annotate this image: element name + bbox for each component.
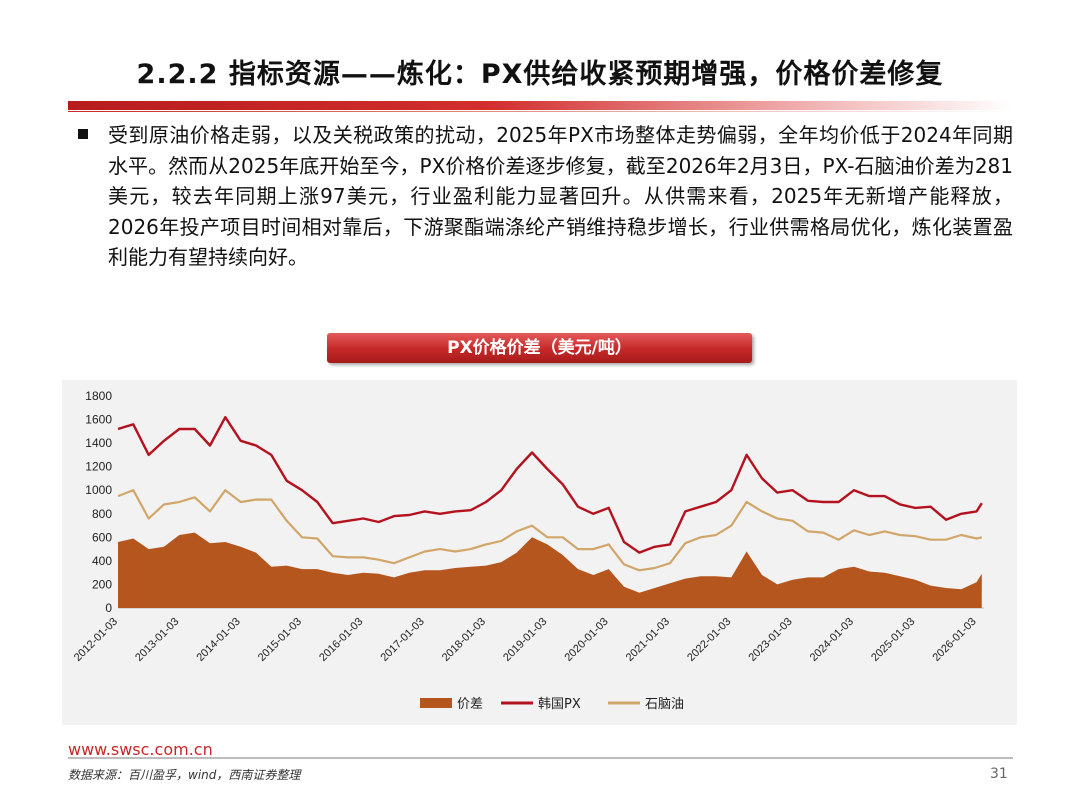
series-line-korea-px (117, 416, 983, 554)
legend-label: 石脑油 (645, 697, 684, 712)
x-tick-label: 2015-01-03 (256, 616, 304, 664)
px-price-spread-chart: 0 200 400 600 800 1000 1200 1400 1600 1800 2012-01… (72, 389, 984, 712)
series-line-naphtha (117, 489, 983, 572)
y-tick-label: 400 (92, 554, 112, 568)
x-tick-label: 2018-01-03 (440, 616, 488, 664)
title-underline-thin (68, 111, 1013, 112)
y-tick-label: 800 (92, 507, 112, 521)
x-tick-label: 2022-01-03 (685, 616, 733, 664)
x-tick-label: 2013-01-03 (133, 616, 181, 664)
x-tick-label: 2014-01-03 (195, 616, 243, 664)
y-tick-label: 1000 (85, 483, 112, 497)
x-tick-label: 2017-01-03 (378, 616, 426, 664)
y-tick-label: 1400 (85, 436, 112, 450)
series-area-spread (118, 532, 982, 608)
legend-swatch-spread (420, 698, 452, 708)
y-tick-label: 200 (92, 577, 112, 591)
y-tick-label: 1800 (85, 389, 112, 403)
x-tick-label: 2020-01-03 (562, 616, 610, 664)
x-tick-label: 2021-01-03 (624, 616, 672, 664)
y-tick-label: 600 (92, 530, 112, 544)
chart-legend: 价差 韩国PX 石脑油 (420, 697, 684, 712)
chart-title: PX价格价差（美元/吨） (327, 333, 752, 363)
footer-url: www.swsc.com.cn (68, 740, 213, 759)
legend-label: 价差 (457, 697, 483, 712)
x-tick-label: 2019-01-03 (501, 616, 549, 664)
x-tick-label: 2016-01-03 (317, 616, 365, 664)
data-source-note: 数据来源：百川盈孚，wind，西南证券整理 (68, 768, 301, 782)
y-tick-label: 1200 (85, 460, 112, 474)
body-paragraph: 受到原油价格走弱，以及关税政策的扰动，2025年PX市场整体走势偏弱，全年均价低… (108, 123, 1013, 269)
title-underline-bar (68, 101, 1013, 110)
x-tick-label: 2023-01-03 (746, 616, 794, 664)
page-title: 2.2.2 指标资源——炼化：PX供给收紧预期增强，价格价差修复 (136, 59, 944, 90)
footer-divider (68, 757, 1013, 759)
x-tick-label: 2024-01-03 (808, 616, 856, 664)
x-tick-label: 2026-01-03 (930, 616, 978, 664)
x-tick-label: 2012-01-03 (72, 616, 120, 664)
bullet-square-icon (78, 129, 88, 139)
x-tick-label: 2025-01-03 (869, 616, 917, 664)
page-number: 31 (990, 766, 1008, 782)
legend-label: 韩国PX (538, 697, 581, 712)
y-tick-label: 0 (105, 601, 112, 615)
y-tick-label: 1600 (85, 413, 112, 427)
